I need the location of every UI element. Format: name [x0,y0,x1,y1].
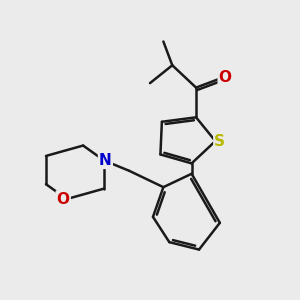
Text: S: S [214,134,225,148]
Text: N: N [99,153,112,168]
Text: O: O [57,191,70,206]
Text: O: O [219,70,232,85]
